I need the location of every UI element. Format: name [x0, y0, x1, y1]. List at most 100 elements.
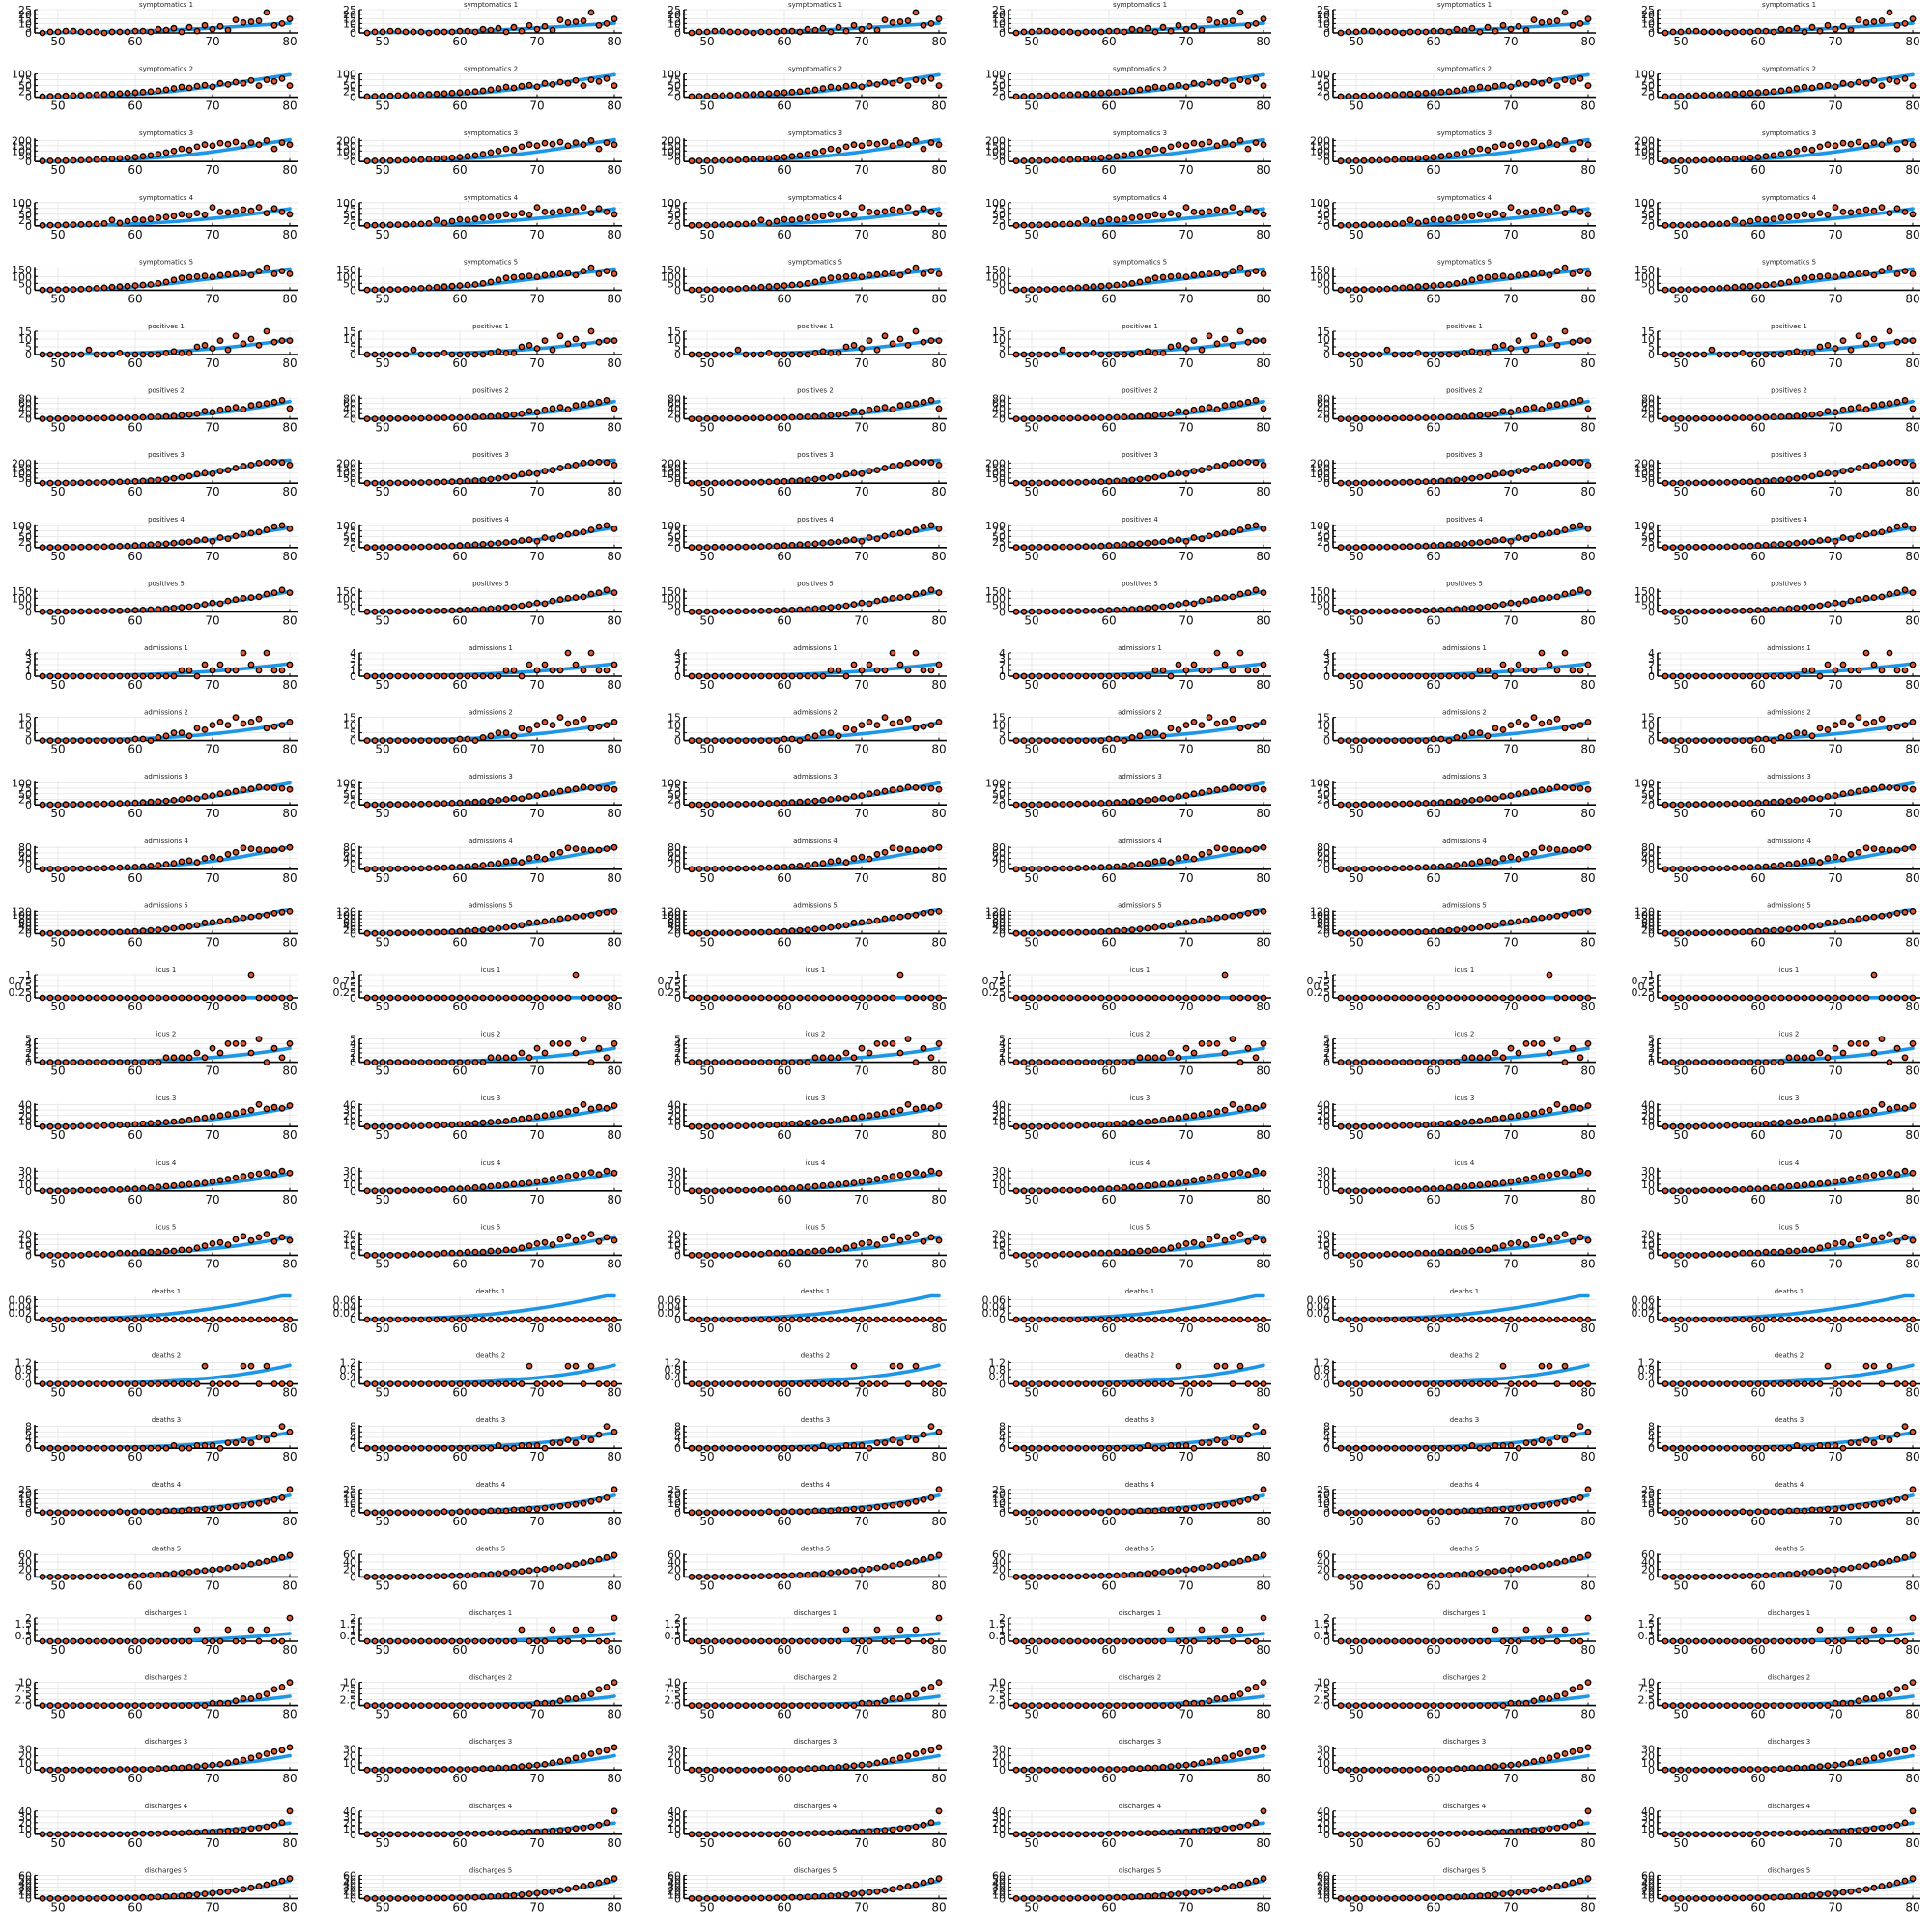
observed-point	[912, 649, 920, 657]
observed-point	[1020, 479, 1028, 487]
x-tick-label: 50	[50, 550, 65, 563]
observed-point	[425, 284, 433, 292]
observed-point	[1082, 351, 1090, 358]
y-tick-label: 100	[1634, 468, 1655, 480]
y-tick-label: 0	[1323, 542, 1330, 554]
observed-point	[1090, 90, 1097, 98]
observed-point	[827, 729, 835, 736]
observed-point	[742, 91, 750, 99]
observed-point	[54, 672, 62, 680]
observed-point	[263, 264, 270, 271]
observed-point	[1522, 789, 1530, 796]
observed-point	[773, 28, 781, 36]
panel-title: symptomatics 3	[1113, 129, 1167, 137]
y-tick-label: 5	[674, 727, 681, 740]
observed-point	[487, 86, 495, 94]
observed-point	[1855, 532, 1862, 540]
x-tick-label: 80	[931, 678, 946, 692]
observed-point	[572, 402, 580, 410]
observed-point	[1090, 28, 1097, 36]
observed-point	[1345, 801, 1352, 809]
observed-point	[433, 283, 440, 291]
observed-point	[124, 800, 131, 807]
observed-point	[216, 534, 224, 541]
observed-point	[1538, 340, 1546, 348]
observed-point	[1043, 414, 1051, 422]
observed-point	[827, 796, 835, 803]
observed-point	[1206, 667, 1213, 674]
y-tick-label: 0	[1648, 27, 1655, 40]
observed-point	[1777, 672, 1785, 680]
observed-point	[1561, 136, 1569, 144]
observed-point	[757, 543, 765, 551]
observed-point	[46, 672, 54, 680]
observed-point	[1437, 799, 1445, 807]
x-tick-label: 60	[1750, 678, 1765, 692]
x-tick-label: 70	[1179, 485, 1193, 498]
observed-point	[232, 138, 240, 146]
observed-point	[1391, 220, 1399, 228]
x-tick-label: 60	[452, 807, 467, 820]
observed-point	[1422, 217, 1430, 225]
observed-point	[371, 93, 379, 100]
observed-point	[866, 661, 873, 668]
observed-point	[425, 672, 433, 680]
observed-point	[240, 142, 247, 150]
observed-point	[1453, 279, 1461, 287]
observed-point	[108, 737, 116, 744]
observed-point	[1747, 542, 1754, 550]
observed-point	[139, 607, 147, 613]
observed-point	[363, 479, 371, 487]
observed-point	[425, 219, 433, 227]
observed-point	[556, 332, 564, 340]
observed-point	[1692, 801, 1700, 809]
observed-point	[1198, 140, 1206, 148]
observed-point	[1507, 722, 1515, 728]
y-tick-label: 75	[992, 782, 1006, 795]
observed-point	[131, 413, 139, 421]
observed-point	[1360, 351, 1368, 358]
observed-point	[1723, 672, 1731, 680]
observed-point	[255, 17, 263, 24]
observed-point	[1036, 479, 1043, 487]
observed-point	[587, 526, 595, 533]
observed-point	[1886, 400, 1893, 407]
observed-point	[742, 156, 750, 163]
observed-point	[1708, 479, 1716, 487]
observed-point	[788, 153, 796, 160]
observed-point	[1886, 327, 1893, 335]
observed-point	[386, 672, 394, 680]
observed-point	[1522, 405, 1530, 412]
observed-point	[719, 737, 726, 744]
observed-point	[1793, 412, 1801, 420]
observed-point	[124, 282, 131, 290]
observed-point	[1677, 672, 1685, 680]
observed-point	[1121, 215, 1128, 223]
x-tick-label: 80	[282, 613, 297, 627]
observed-point	[417, 479, 425, 486]
x-tick-label: 70	[1828, 613, 1842, 627]
observed-point	[448, 607, 456, 614]
observed-point	[1484, 23, 1492, 31]
observed-point	[185, 273, 193, 281]
observed-point	[1445, 351, 1453, 358]
observed-point	[379, 544, 386, 551]
observed-point	[850, 536, 858, 544]
observed-point	[1190, 208, 1198, 215]
observed-point	[85, 479, 93, 487]
y-tick-label: 0	[25, 284, 32, 297]
observed-point	[734, 92, 742, 99]
observed-point	[1090, 349, 1097, 356]
x-tick-label: 50	[1673, 550, 1688, 563]
observed-point	[471, 28, 479, 36]
observed-point	[1515, 271, 1522, 279]
observed-point	[773, 89, 781, 97]
observed-point	[757, 216, 765, 224]
observed-point	[240, 406, 247, 413]
observed-point	[1360, 608, 1368, 615]
x-tick-label: 70	[205, 228, 219, 242]
observed-point	[1128, 413, 1136, 420]
observed-point	[1151, 28, 1159, 36]
y-tick-label: 0	[1323, 606, 1330, 618]
observed-point	[1546, 719, 1553, 725]
